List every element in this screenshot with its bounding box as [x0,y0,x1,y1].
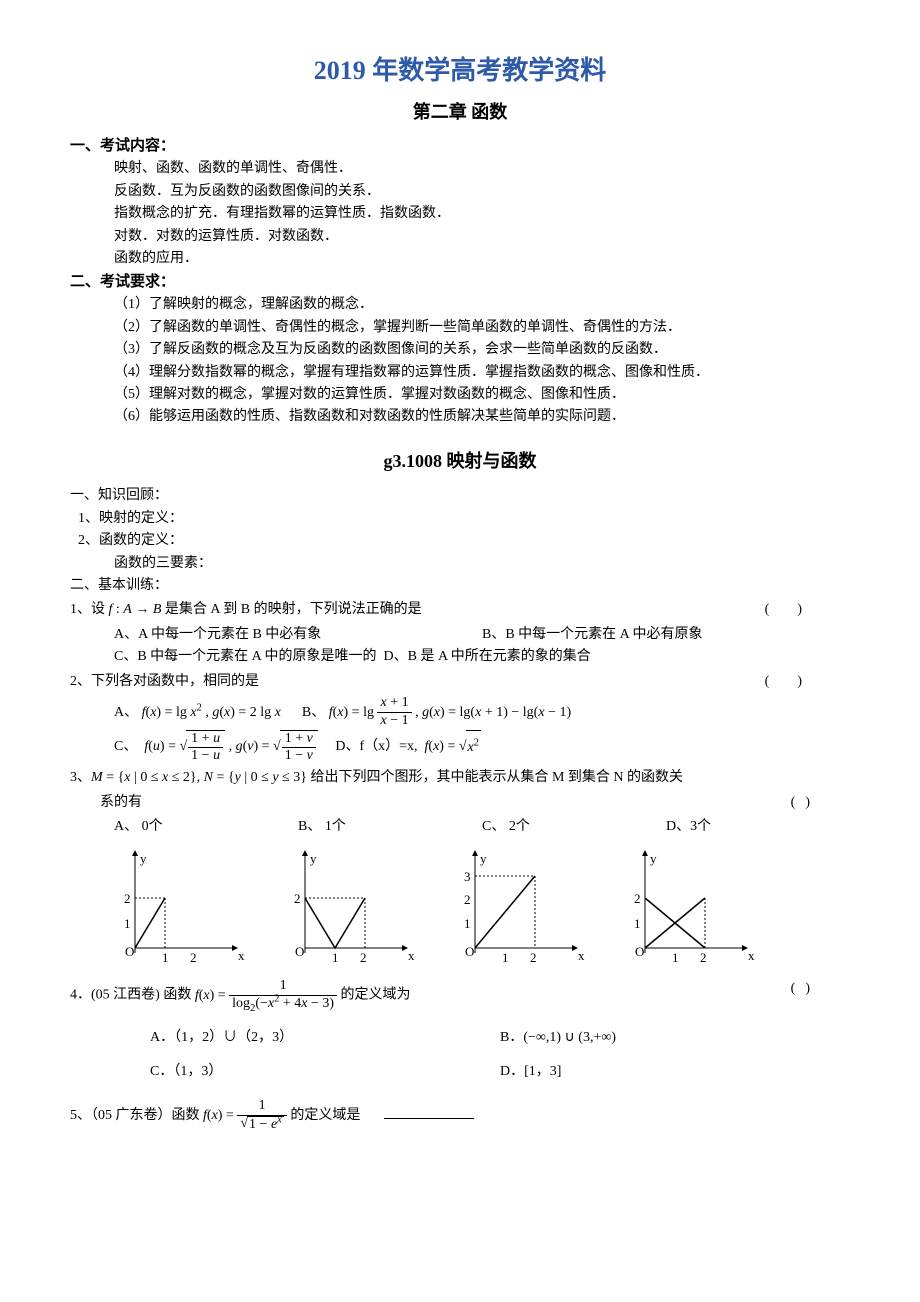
q3-post: 给出下列四个图形，其中能表示从集合 M 到集合 N 的函数关 [307,770,683,785]
s3-item: 2、函数的定义： [70,530,850,552]
answer-blank: () [765,599,830,621]
s1-line: 反函数．互为反函数的函数图像间的关系． [70,181,850,203]
svg-text:2: 2 [464,892,471,907]
graph-2-svg: y x O 2 1 2 [280,848,420,968]
mid-title: g3.1008 映射与函数 [70,447,850,476]
q4-opts-row1: A．（1，2）∪（2，3） B．(−∞,1) ∪ (3,+∞) [70,1027,850,1049]
q4-pre: 4．(05 江西卷) 函数 [70,988,195,1003]
svg-text:1: 1 [162,950,169,965]
graph-1: y x O 2 1 1 2 [110,848,250,968]
svg-text:O: O [635,944,644,959]
doc-title: 2019 年数学高考教学资料 [70,50,850,92]
q4-optC: C．（1，3） [150,1061,500,1083]
answer-blank: () [791,792,820,814]
q5-pre: 5、（05 广东卷）函数 [70,1108,203,1123]
s2-item: （1）了解映射的概念，理解函数的概念． [70,294,850,316]
q4-optB: B．(−∞,1) ∪ (3,+∞) [500,1027,850,1049]
svg-text:1: 1 [332,950,339,965]
q2-row1: A、 f(x) = lg x2 , g(x) = 2 lg x B、 f(x) … [70,695,850,730]
svg-text:x: x [578,948,585,963]
graph-3: y x O 3 2 1 1 2 [450,848,590,968]
svg-text:2: 2 [634,891,641,906]
svg-text:y: y [140,851,147,866]
svg-text:x: x [408,948,415,963]
q1-pre: 1、设 [70,602,109,617]
q1-math: f : A → B [109,602,162,617]
s1-line: 映射、函数、函数的单调性、奇偶性． [70,158,850,180]
question-4: () 4．(05 江西卷) 函数 f(x) = 1log2(−x2 + 4x −… [70,978,850,1013]
svg-text:O: O [125,944,134,959]
q2-row2: C、 f(u) = √1 + u1 − u , g(v) = √1 + v1 −… [70,730,850,766]
q4-optD: D．[1，3] [500,1061,850,1083]
svg-text:1: 1 [124,916,131,931]
q3-opts: A、 0个 B、 1个 C、 2个 D、3个 [70,816,850,838]
svg-text:y: y [310,851,317,866]
s2-item: （4）理解分数指数幂的概念，掌握有理指数幂的运算性质．掌握指数函数的概念、图像和… [70,362,850,384]
question-2: () 2、下列各对函数中，相同的是 [70,671,850,693]
s2-item: （3）了解反函数的概念及互为反函数的函数图像间的关系，会求一些简单函数的反函数． [70,339,850,361]
svg-text:3: 3 [464,869,471,884]
section-4-head: 二、基本训练： [70,575,850,597]
svg-text:2: 2 [124,891,131,906]
svg-text:x: x [748,948,755,963]
svg-text:2: 2 [294,891,301,906]
answer-blank: () [791,978,820,1000]
q4-optA: A．（1，2）∪（2，3） [150,1027,500,1049]
svg-text:1: 1 [672,950,679,965]
svg-text:1: 1 [464,916,471,931]
graph-2: y x O 2 1 2 [280,848,420,968]
svg-text:2: 2 [530,950,537,965]
q1-opts-row1: A、A 中每一个元素在 B 中必有象 B、B 中每一个元素在 A 中必有原象 [70,624,850,646]
q4-post: 的定义域为 [341,988,411,1003]
svg-text:2: 2 [700,950,707,965]
question-1: () 1、设 f : A → B 是集合 A 到 B 的映射，下列说法正确的是 [70,599,850,621]
q5-post: 的定义域是 [290,1108,360,1123]
q1-optB: B、B 中每一个元素在 A 中必有原象 [482,624,850,646]
graph-3-svg: y x O 3 2 1 1 2 [450,848,590,968]
q1-optD: D、B 是 A 中所在元素的象的集合 [384,649,591,664]
graph-1-svg: y x O 2 1 1 2 [110,848,250,968]
s3-item: 1、映射的定义： [70,508,850,530]
svg-text:1: 1 [502,950,509,965]
svg-text:x: x [238,948,245,963]
s3-item: 函数的三要素： [70,553,850,575]
q1-optC: C、B 中每一个元素在 A 中的原象是唯一的 [114,649,377,664]
graph-4-svg: y x O 2 1 1 2 [620,848,760,968]
svg-text:y: y [650,851,657,866]
s1-line: 对数．对数的运算性质．对数函数． [70,226,850,248]
question-5: 5、（05 广东卷）函数 f(x) = 1√1 − ex 的定义域是 [70,1098,850,1134]
section-3-head: 一、知识回顾： [70,485,850,507]
q3-line2: () 系的有 [70,792,850,814]
q3-d: D、3个 [666,816,850,838]
section-1-head: 一、考试内容： [70,134,850,158]
question-3: 3、M = {x | 0 ≤ x ≤ 2}, N = {y | 0 ≤ y ≤ … [70,767,850,789]
s1-line: 指数概念的扩充．有理指数幂的运算性质．指数函数． [70,203,850,225]
svg-text:2: 2 [360,950,367,965]
q3-b: B、 1个 [298,816,482,838]
q1-post: 是集合 A 到 B 的映射，下列说法正确的是 [165,602,422,617]
graph-row: y x O 2 1 1 2 y x O 2 1 2 y x [110,848,850,968]
graph-4: y x O 2 1 1 2 [620,848,760,968]
q3-c: C、 2个 [482,816,666,838]
q3-a: A、 0个 [114,816,298,838]
fill-blank [384,1118,474,1119]
s2-item: （2）了解函数的单调性、奇偶性的概念，掌握判断一些简单函数的单调性、奇偶性的方法… [70,317,850,339]
q2-stem: 2、下列各对函数中，相同的是 [70,674,259,689]
q4-opts-row2: C．（1，3） D．[1，3] [70,1061,850,1083]
svg-text:1: 1 [634,916,641,931]
q1-opts-row2: C、B 中每一个元素在 A 中的原象是唯一的 D、B 是 A 中所在元素的象的集… [70,646,850,668]
svg-text:y: y [480,851,487,866]
q3-post2: 系的有 [100,795,142,810]
svg-text:2: 2 [190,950,197,965]
s1-line: 函数的应用． [70,248,850,270]
s2-item: （6）能够运用函数的性质、指数函数和对数函数的性质解决某些简单的实际问题． [70,406,850,428]
q1-optA: A、A 中每一个元素在 B 中必有象 [114,624,482,646]
s2-item: （5）理解对数的概念，掌握对数的运算性质．掌握对数函数的概念、图像和性质． [70,384,850,406]
svg-text:O: O [295,944,304,959]
chapter-title: 第二章 函数 [70,98,850,127]
answer-blank: () [765,671,830,693]
svg-text:O: O [465,944,474,959]
section-2-head: 二、考试要求： [70,270,850,294]
